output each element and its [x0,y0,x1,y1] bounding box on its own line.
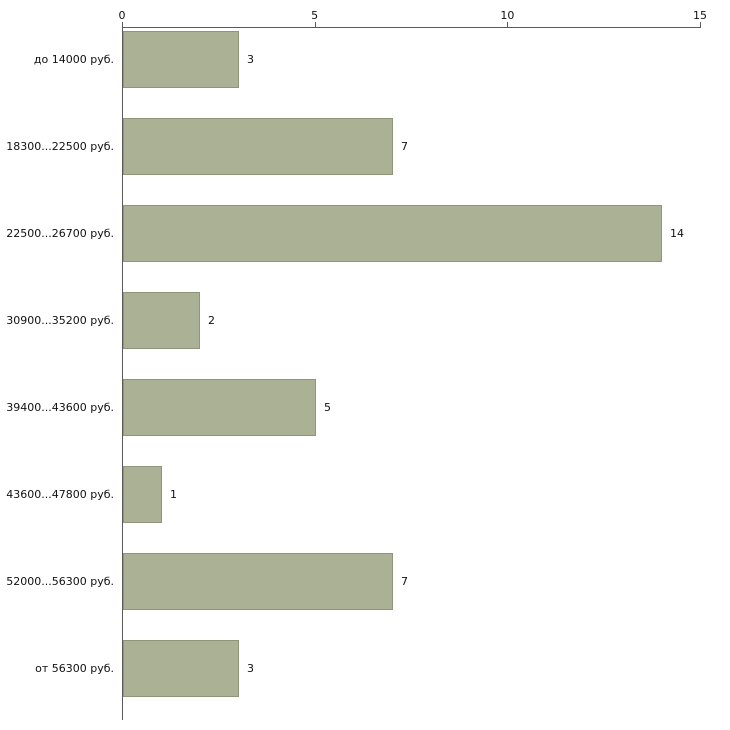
x-tick-mark [122,22,123,27]
bar [123,640,239,697]
value-label: 1 [170,487,177,501]
category-label: 30900...35200 руб. [6,313,114,327]
value-label: 7 [401,139,408,153]
category-label: 18300...22500 руб. [6,139,114,153]
value-label: 2 [208,313,215,327]
x-tick-label: 5 [311,9,319,22]
bar [123,118,393,175]
y-axis-line [122,27,123,720]
category-label: 22500...26700 руб. [6,226,114,240]
value-label: 14 [670,226,684,240]
bar [123,292,200,349]
value-label: 7 [401,574,408,588]
x-tick-mark [507,22,509,27]
category-label: от 56300 руб. [35,661,114,675]
x-axis-line [122,27,701,28]
category-label: до 14000 руб. [33,52,114,66]
category-label: 43600...47800 руб. [6,487,114,501]
x-tick-mark [700,22,701,27]
value-label: 3 [247,661,254,675]
x-tick-label: 15 [693,9,707,22]
category-label: 39400...43600 руб. [6,400,114,414]
bar [123,31,239,88]
bar [123,205,662,262]
bar [123,379,316,436]
value-label: 3 [247,52,254,66]
category-label: 52000...56300 руб. [6,574,114,588]
bar [123,466,162,523]
value-label: 5 [324,400,331,414]
x-tick-label: 10 [500,9,515,22]
x-tick-mark [314,22,316,27]
x-tick-label: 0 [118,9,126,22]
bar [123,553,393,610]
